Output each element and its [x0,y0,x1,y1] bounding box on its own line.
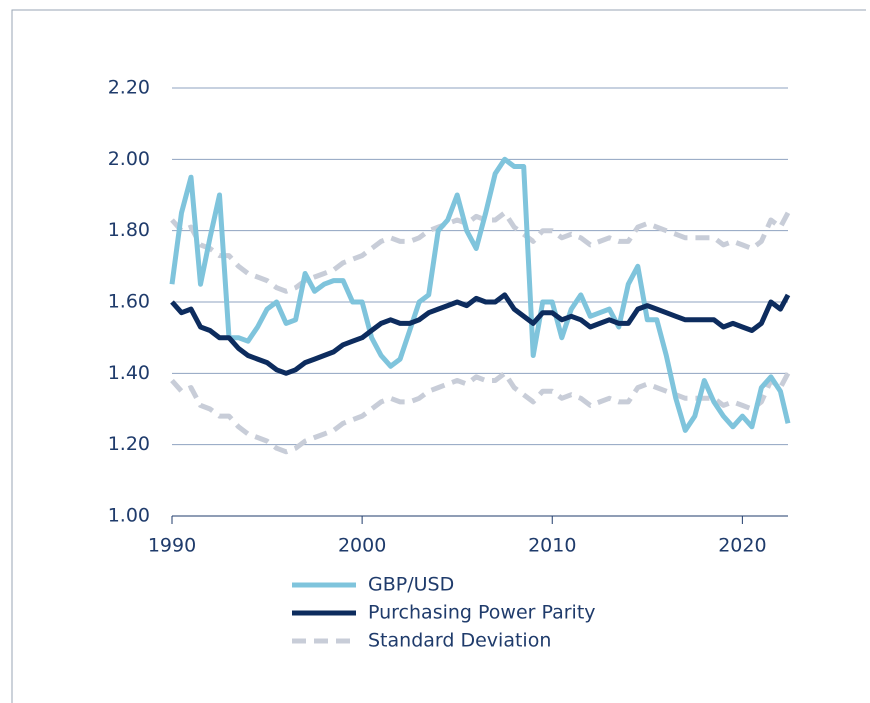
legend-label: Purchasing Power Parity [368,602,596,624]
y-tick-label: 1.80 [108,219,150,241]
frame [11,9,866,703]
x-tick-label: 1990 [148,535,196,557]
x-tick-label: 2010 [528,535,576,557]
legend-label: Standard Deviation [368,630,551,652]
line-series [169,156,791,433]
y-tick-label: 1.60 [108,291,150,313]
line-series [170,210,791,294]
y-tick-label: 1.00 [108,505,150,527]
y-tick-label: 1.40 [108,362,150,384]
y-tick-label: 2.00 [108,148,150,170]
y-tick-label: 2.20 [108,77,150,99]
line-series [170,370,791,455]
y-tick-label: 1.20 [108,433,150,455]
x-tick-label: 2000 [338,535,386,557]
x-tick-label: 2020 [718,535,766,557]
legend-label: GBP/USD [368,574,454,596]
line-series [170,292,791,376]
